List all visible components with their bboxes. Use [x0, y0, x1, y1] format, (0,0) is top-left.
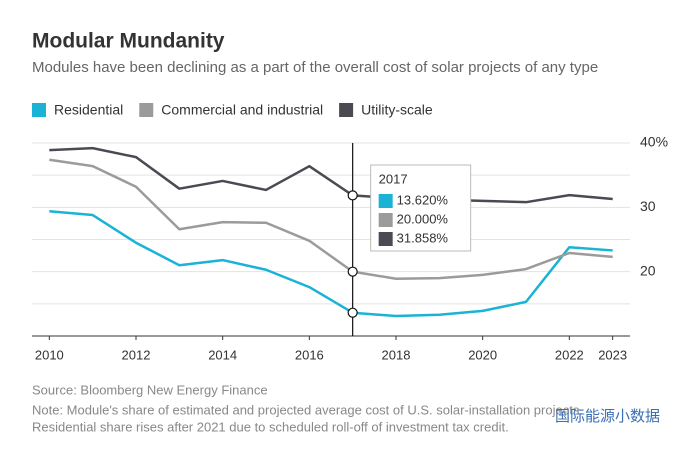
y-tick-label: 30 — [640, 198, 656, 214]
tooltip-title: 2017 — [379, 171, 408, 186]
x-tick-label: 2010 — [35, 347, 64, 362]
tooltip-value: 20.000% — [397, 211, 449, 226]
tooltip-value: 31.858% — [397, 230, 449, 245]
legend-swatch — [339, 103, 354, 117]
chart-title: Modular Mundanity — [32, 30, 225, 53]
tooltip-swatch — [378, 213, 393, 227]
tooltip-value: 13.620% — [397, 192, 449, 207]
legend-label: Commercial and industrial — [161, 102, 323, 118]
x-tick-label: 2016 — [295, 347, 324, 362]
note: Note: Module's share of estimated and pr… — [32, 402, 583, 417]
legend-swatch — [32, 103, 46, 117]
tooltip-swatch — [378, 232, 393, 246]
note: Residential share rises after 2021 due t… — [32, 419, 509, 434]
chart-subtitle: Modules have been declining as a part of… — [32, 59, 598, 76]
y-tick-label: 40% — [640, 134, 668, 150]
hover-point — [347, 266, 358, 277]
legend-swatch — [139, 103, 154, 117]
x-tick-label: 2022 — [555, 347, 584, 362]
legend-label: Utility-scale — [361, 102, 433, 118]
series-line — [49, 146, 613, 204]
x-tick-label: 2023 — [598, 347, 627, 362]
source: Source: Bloomberg New Energy Finance — [32, 382, 268, 397]
tooltip-swatch — [378, 194, 393, 208]
y-tick-label: 20 — [640, 262, 656, 278]
x-tick-label: 2014 — [208, 347, 237, 362]
hover-point — [347, 190, 358, 201]
x-tick-label: 2018 — [382, 347, 411, 362]
series-line — [49, 158, 613, 280]
series-line — [49, 209, 613, 318]
watermark: 国际能源小数据 — [555, 408, 660, 425]
x-tick-label: 2012 — [122, 347, 151, 362]
hover-point — [347, 307, 358, 318]
legend-label: Residential — [54, 102, 123, 118]
x-tick-label: 2020 — [468, 347, 497, 362]
